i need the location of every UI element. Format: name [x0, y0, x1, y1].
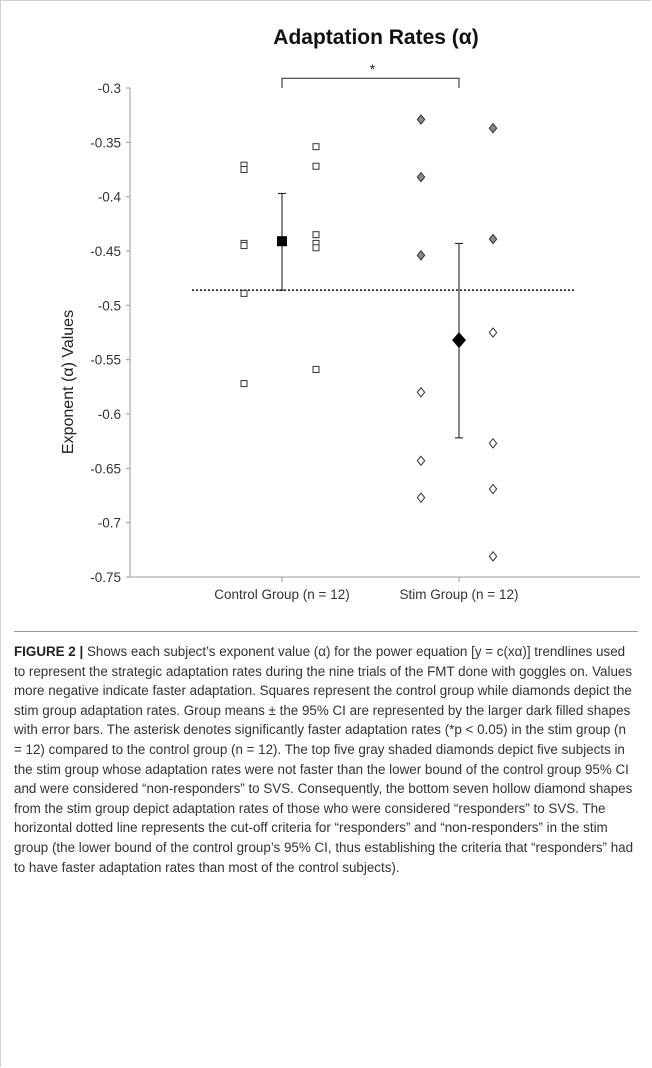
y-tick-label: -0.75 — [90, 570, 121, 585]
y-tick-label: -0.3 — [98, 81, 121, 96]
stim-point-nonresponder — [488, 122, 498, 134]
y-axis-ticks: -0.3 -0.35 -0.4 -0.45 -0.5 -0.55 -0.6 -0.65 -0.7… — [90, 81, 130, 585]
stim-point-responder — [488, 483, 498, 495]
x-tick-label: Control Group (n = 12) — [214, 587, 349, 602]
y-tick-label: -0.5 — [98, 298, 121, 313]
stim-point-nonresponder — [488, 233, 498, 245]
y-axis-label: Exponent (α) Values — [60, 310, 77, 454]
y-tick-label: -0.45 — [90, 244, 121, 259]
caption-divider — [14, 631, 638, 632]
stim-point-nonresponder — [416, 114, 426, 125]
stim-point-responder — [416, 386, 426, 398]
group-means — [277, 192, 466, 439]
chart: Adaptation Rates (α) Exponent (α) Values… — [60, 26, 640, 602]
control-point — [312, 231, 320, 239]
control-point — [240, 380, 248, 388]
significance-bracket-line — [281, 77, 460, 88]
figure-caption: FIGURE 2 | Shows each subject’s exponent… — [14, 642, 636, 877]
significance-bracket: * — [281, 61, 460, 88]
data-points — [240, 114, 498, 562]
stim-point-nonresponder — [416, 249, 426, 261]
control-mean-marker — [277, 236, 287, 247]
control-point — [240, 289, 248, 297]
caption-text: Shows each subject’s exponent value (α) … — [14, 644, 634, 875]
control-point — [312, 143, 320, 151]
y-tick-label: -0.55 — [90, 353, 121, 368]
y-tick-label: -0.35 — [90, 135, 121, 150]
y-tick-label: -0.7 — [98, 516, 121, 531]
x-tick-label: Stim Group (n = 12) — [400, 587, 519, 602]
control-point — [312, 162, 320, 170]
control-point — [240, 242, 248, 250]
y-tick-label: -0.65 — [90, 461, 121, 476]
control-point — [312, 244, 320, 252]
stim-point-responder — [488, 327, 498, 338]
figure-label: FIGURE 2 | — [14, 644, 84, 659]
x-axis-ticks: Control Group (n = 12) Stim Group (n = 12… — [214, 577, 518, 602]
y-tick-label: -0.4 — [98, 190, 122, 205]
control-point — [312, 365, 320, 373]
stim-point-responder — [488, 550, 498, 562]
stim-mean-marker — [452, 332, 466, 349]
stim-point-responder — [416, 455, 426, 467]
y-tick-label: -0.6 — [98, 407, 121, 422]
control-point — [240, 166, 248, 173]
stim-point-responder — [416, 492, 426, 504]
stim-point-responder — [488, 437, 498, 449]
chart-title: Adaptation Rates (α) — [273, 26, 478, 49]
significance-star: * — [370, 61, 376, 77]
stim-point-nonresponder — [416, 171, 426, 183]
